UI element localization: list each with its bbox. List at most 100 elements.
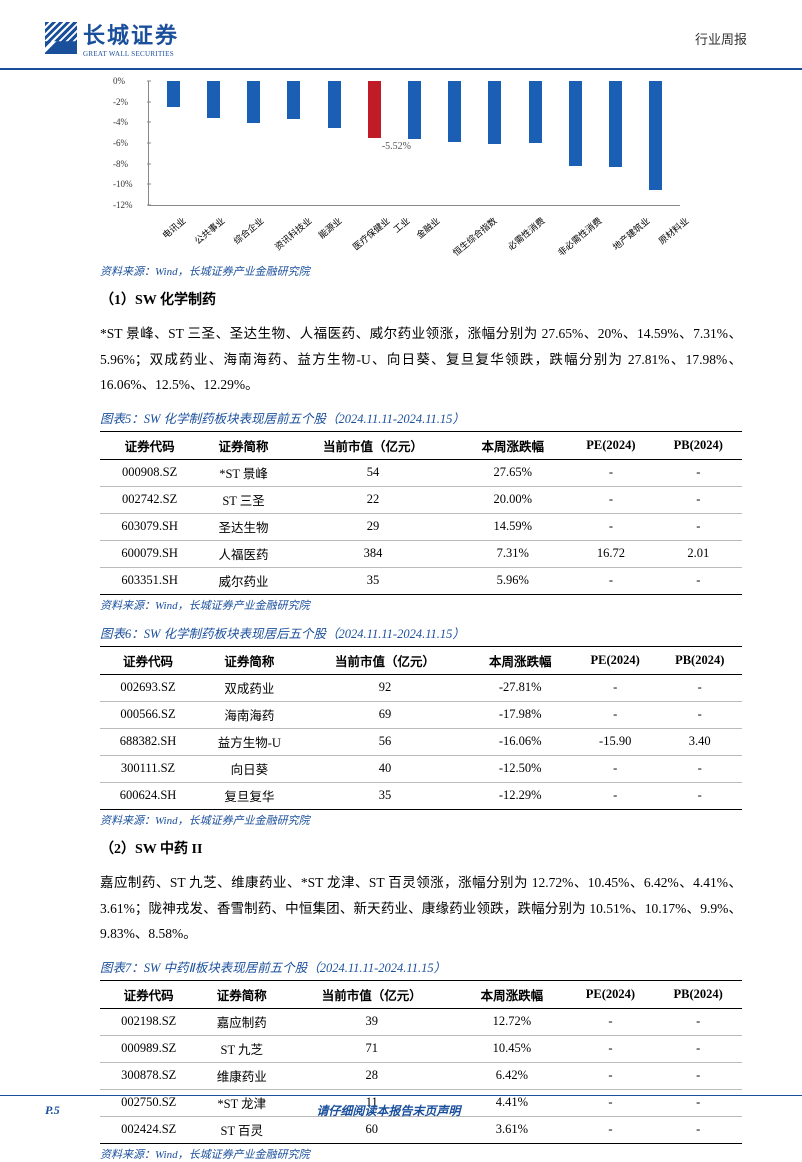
table-header-cell: PE(2024)	[567, 980, 655, 1008]
table-row: 600079.SH人福医药3847.31%16.722.01	[100, 540, 742, 567]
table5-source: 资料来源：Wind，长城证券产业金融研究院	[100, 597, 742, 613]
table6: 证券代码证券简称当前市值（亿元）本周涨跌幅PE(2024)PB(2024)002…	[100, 646, 742, 810]
chart-bar	[368, 81, 381, 138]
table-cell: 600624.SH	[100, 782, 196, 809]
table-cell: 002693.SZ	[100, 674, 196, 701]
logo-cn: 长城证券	[83, 18, 179, 50]
table-header-cell: 证券代码	[100, 980, 197, 1008]
table-header-cell: 证券代码	[100, 431, 199, 459]
table-cell: 20.00%	[458, 486, 567, 513]
table-cell: 海南海药	[196, 701, 303, 728]
table-cell: 603351.SH	[100, 567, 199, 594]
table-cell: -	[657, 782, 742, 809]
table-cell: -	[657, 755, 742, 782]
table-cell: -15.90	[573, 728, 658, 755]
chart-bar	[408, 81, 421, 139]
table-cell: 40	[303, 755, 468, 782]
table-cell: 人福医药	[199, 540, 288, 567]
table-cell: -	[573, 701, 658, 728]
table5-title: 图表5：SW 化学制药板块表现居前五个股（2024.11.11-2024.11.…	[100, 408, 742, 427]
table-cell: -	[567, 459, 654, 486]
table-cell: 双成药业	[196, 674, 303, 701]
chart-callout: -5.52%	[382, 141, 411, 152]
section-2-title: （2）SW 中药 II	[100, 838, 742, 858]
y-tick-label: -12%	[113, 200, 133, 210]
footer-disclaimer: 请仔细阅读本报告末页声明	[316, 1102, 460, 1119]
table-row: 603351.SH威尔药业355.96%--	[100, 567, 742, 594]
table-header-cell: 本周涨跌幅	[457, 980, 566, 1008]
chart-bar	[649, 81, 662, 190]
table-cell: 22	[288, 486, 458, 513]
table-header-cell: 当前市值（亿元）	[286, 980, 457, 1008]
table-header-cell: PE(2024)	[573, 646, 658, 674]
table-cell: -	[657, 701, 742, 728]
page-number: P.5	[45, 1103, 60, 1118]
table-cell: -	[655, 459, 742, 486]
table-header-cell: PB(2024)	[654, 980, 742, 1008]
table-cell: 27.65%	[458, 459, 567, 486]
table-row: 000989.SZST 九芝7110.45%--	[100, 1035, 742, 1062]
table-cell: 300878.SZ	[100, 1062, 197, 1089]
y-tick-label: -6%	[113, 138, 128, 148]
table-cell: 7.31%	[458, 540, 567, 567]
table-cell: -	[655, 486, 742, 513]
table-cell: -	[654, 1062, 742, 1089]
section-1-title: （1）SW 化学制药	[100, 289, 742, 309]
table-cell: 000566.SZ	[100, 701, 196, 728]
header-category: 行业周报	[695, 29, 747, 48]
table-row: 300111.SZ向日葵40-12.50%--	[100, 755, 742, 782]
table-header-cell: PB(2024)	[655, 431, 742, 459]
logo: 长城证券 GREAT WALL SECURITIES	[45, 18, 179, 58]
chart-bar	[167, 81, 180, 107]
chart-bar	[529, 81, 542, 143]
table-cell: -	[567, 1062, 655, 1089]
page-footer: P.5 请仔细阅读本报告末页声明	[0, 1095, 802, 1133]
table-cell: 3.40	[657, 728, 742, 755]
table-cell: *ST 景峰	[199, 459, 288, 486]
table-cell: 嘉应制药	[197, 1008, 286, 1035]
table-cell: 603079.SH	[100, 513, 199, 540]
table-header-cell: 本周涨跌幅	[468, 646, 573, 674]
table-cell: -	[567, 1035, 655, 1062]
table-row: 002693.SZ双成药业92-27.81%--	[100, 674, 742, 701]
table-cell: 600079.SH	[100, 540, 199, 567]
chart-bar	[287, 81, 300, 119]
y-tick-label: -4%	[113, 117, 128, 127]
table-cell: -12.50%	[468, 755, 573, 782]
table-cell: 2.01	[655, 540, 742, 567]
table-cell: -	[573, 674, 658, 701]
table-cell: -	[567, 513, 654, 540]
chart-bar	[488, 81, 501, 144]
table-header-cell: PE(2024)	[567, 431, 654, 459]
table-cell: -	[573, 755, 658, 782]
table-header-cell: 证券简称	[199, 431, 288, 459]
table-header-cell: 证券简称	[197, 980, 286, 1008]
y-tick-label: 0%	[113, 76, 125, 86]
table-cell: 威尔药业	[199, 567, 288, 594]
table-cell: 5.96%	[458, 567, 567, 594]
table-cell: -27.81%	[468, 674, 573, 701]
table-cell: 688382.SH	[100, 728, 196, 755]
table-cell: 92	[303, 674, 468, 701]
table-row: 600624.SH复旦复华35-12.29%--	[100, 782, 742, 809]
table-cell: -17.98%	[468, 701, 573, 728]
table-cell: 28	[286, 1062, 457, 1089]
table-cell: -16.06%	[468, 728, 573, 755]
table-cell: -	[567, 486, 654, 513]
y-tick-label: -2%	[113, 97, 128, 107]
table-cell: 71	[286, 1035, 457, 1062]
table-row: 688382.SH益方生物-U56-16.06%-15.903.40	[100, 728, 742, 755]
table-header-cell: 当前市值（亿元）	[288, 431, 458, 459]
chart-bar	[609, 81, 622, 167]
table-cell: 复旦复华	[196, 782, 303, 809]
table-cell: 10.45%	[457, 1035, 566, 1062]
section-2-para: 嘉应制药、ST 九芝、维康药业、*ST 龙津、ST 百灵领涨，涨幅分别为 12.…	[100, 870, 742, 947]
table-cell: 000908.SZ	[100, 459, 199, 486]
table-cell: 6.42%	[457, 1062, 566, 1089]
table-cell: -	[657, 674, 742, 701]
table-cell: -	[654, 1035, 742, 1062]
logo-icon	[45, 22, 77, 54]
table-cell: 圣达生物	[199, 513, 288, 540]
y-tick-label: -8%	[113, 159, 128, 169]
table7-title: 图表7：SW 中药Ⅱ板块表现居前五个股（2024.11.11-2024.11.1…	[100, 957, 742, 976]
